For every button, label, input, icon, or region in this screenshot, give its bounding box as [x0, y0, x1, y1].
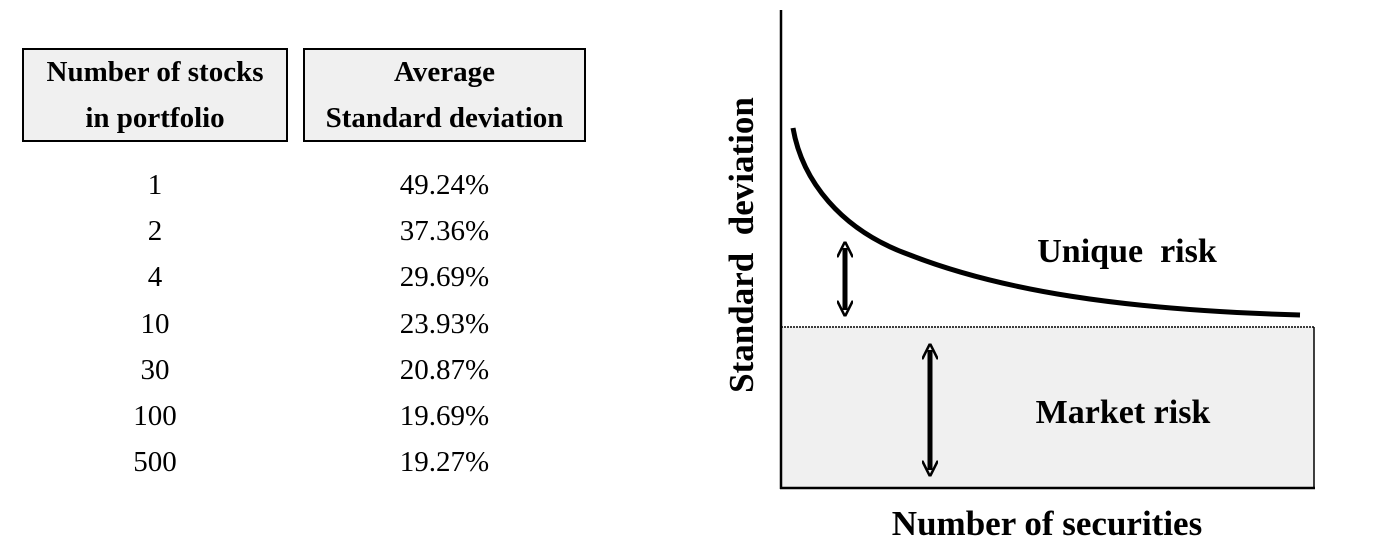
y-axis-label: Standard deviation [722, 97, 761, 393]
header-stocks-line-1: Number of stocks [46, 56, 264, 88]
sd-cell: 19.69% [399, 399, 490, 432]
header-sd-line-1: Average [394, 56, 495, 88]
sd-cell: 29.69% [399, 261, 490, 294]
market-risk-area [781, 327, 1314, 487]
unique-risk-label: Unique risk [1037, 233, 1217, 270]
sd-cell: 23.93% [399, 307, 490, 340]
sd-cell: 19.27% [399, 446, 490, 479]
header-number-of-stocks: Number of stocks in portfolio [22, 48, 288, 142]
sd-cell: 20.87% [399, 353, 490, 386]
stocks-cell: 2 [147, 215, 163, 248]
sd-cell: 37.36% [399, 215, 490, 248]
x-axis-label: Number of securities [892, 504, 1202, 543]
sd-column: 49.24% 37.36% 29.69% 23.93% 20.87% 19.69… [303, 162, 586, 485]
stocks-cell: 1 [147, 169, 163, 201]
total-risk-curve [790, 127, 1301, 318]
stocks-cell: 30 [140, 353, 170, 386]
header-sd-line-2: Standard deviation [325, 102, 564, 134]
stocks-column: 1 2 4 10 30 100 500 [22, 162, 288, 485]
header-average-std-dev: Average Standard deviation [303, 48, 586, 142]
sd-cell: 49.24% [399, 169, 490, 201]
stocks-cell: 10 [140, 307, 170, 340]
stocks-cell: 500 [133, 446, 177, 479]
market-risk-label: Market risk [1036, 394, 1211, 431]
stocks-cell: 4 [147, 261, 163, 294]
stocks-cell: 100 [133, 399, 177, 432]
header-stocks-line-2: in portfolio [85, 102, 225, 134]
